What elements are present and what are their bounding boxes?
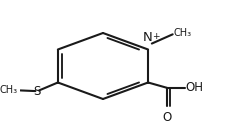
Text: CH₃: CH₃ (173, 28, 191, 38)
Text: +: + (151, 32, 159, 41)
Text: N: N (143, 31, 152, 44)
Text: O: O (161, 111, 171, 124)
Text: CH₃: CH₃ (0, 85, 18, 95)
Text: OH: OH (185, 81, 203, 94)
Text: S: S (33, 85, 40, 98)
